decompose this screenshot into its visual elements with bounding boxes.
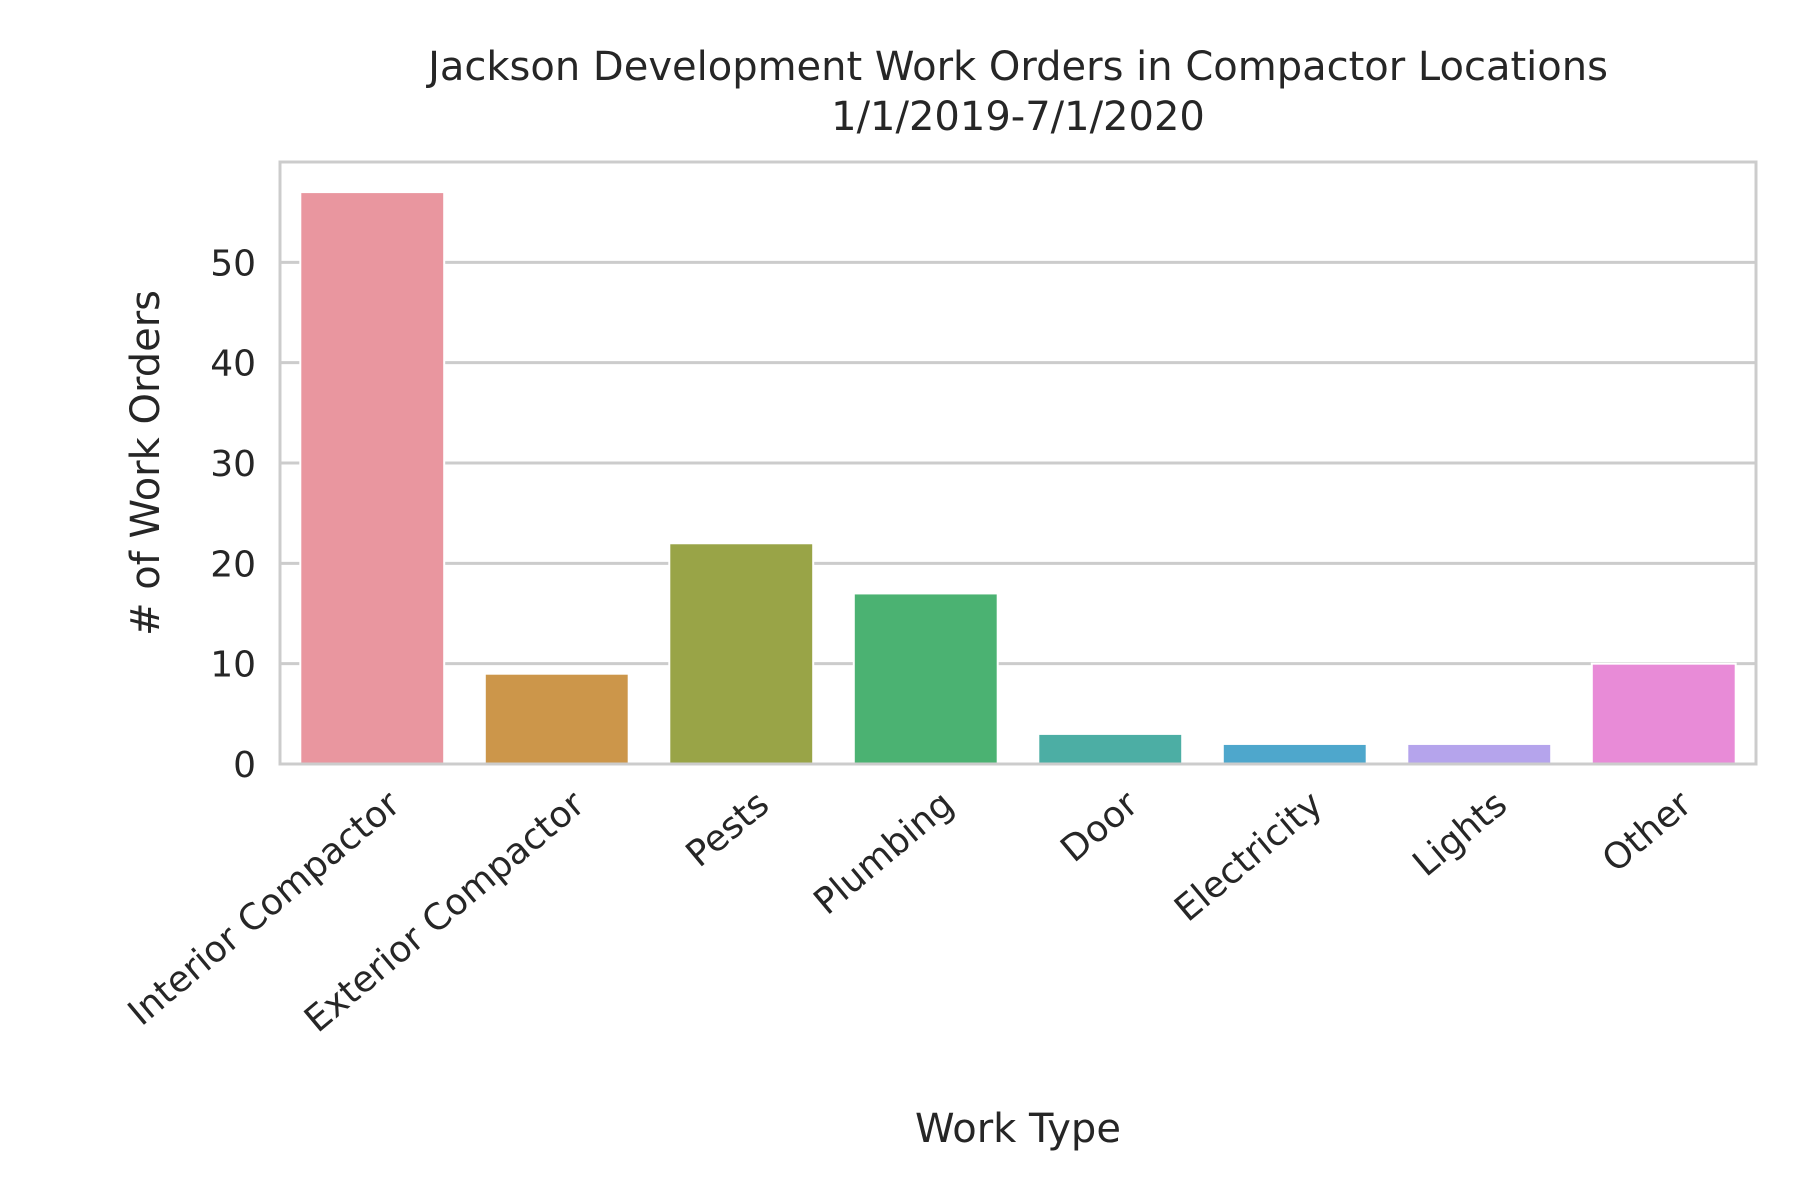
y-tick-labels: 0 10 20 30 40 50	[210, 243, 256, 786]
x-tick-label: Door	[1053, 783, 1146, 870]
bar	[1221, 742, 1368, 766]
bar	[1406, 742, 1553, 766]
y-tick-label: 20	[210, 544, 256, 585]
plot-frame	[278, 160, 1758, 766]
y-axis-label: # of Work Orders	[123, 290, 169, 636]
bar	[483, 672, 630, 766]
bar	[1037, 732, 1184, 766]
bars	[299, 191, 1737, 766]
y-tick-label: 0	[233, 745, 256, 786]
gridlines	[280, 260, 1756, 666]
x-tick-label: Electricity	[1167, 783, 1330, 929]
y-tick-label: 30	[210, 444, 256, 485]
y-tick-label: 10	[210, 645, 256, 686]
x-tick-label: Plumbing	[806, 783, 961, 922]
bar	[852, 592, 999, 766]
bar	[668, 542, 815, 765]
chart-title: Jackson Development Work Orders in Compa…	[425, 44, 1608, 90]
bar	[299, 191, 446, 766]
chart-subtitle: 1/1/2019-7/1/2020	[831, 94, 1205, 140]
x-tick-label: Lights	[1405, 783, 1515, 884]
bar	[1590, 662, 1737, 766]
x-tick-label: Other	[1595, 783, 1700, 880]
x-tick-label: Pests	[679, 783, 778, 875]
x-axis-label: Work Type	[915, 1106, 1121, 1152]
y-tick-label: 40	[210, 344, 256, 385]
y-tick-label: 50	[210, 243, 256, 284]
